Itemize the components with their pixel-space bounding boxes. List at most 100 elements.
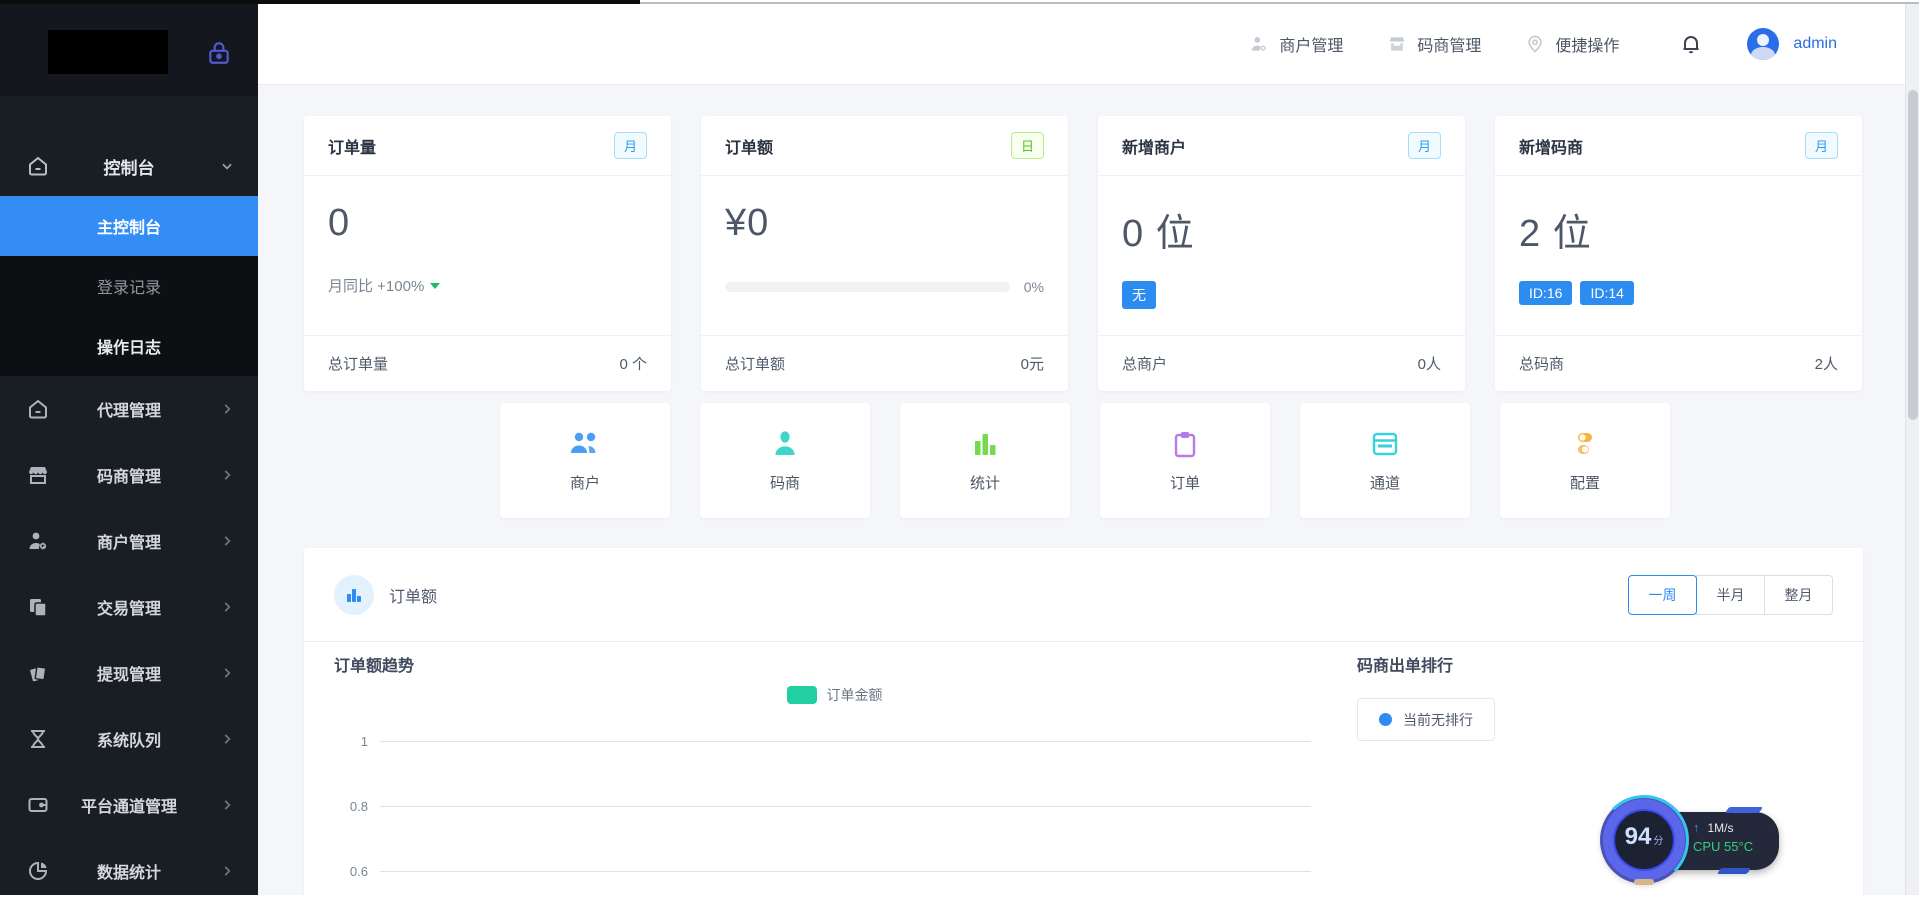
sidebar-subitem-operation-logs[interactable]: 操作日志 xyxy=(0,316,258,376)
footer-value: 0元 xyxy=(1020,355,1044,373)
chart-legend: 订单金额 xyxy=(334,685,1335,705)
legend-label: 订单金额 xyxy=(826,687,883,703)
sidebar-item-system-queue[interactable]: 系统队列 xyxy=(0,706,258,772)
trend-caret-icon xyxy=(430,282,441,289)
y-axis-tick: 0.8 xyxy=(349,799,368,814)
sidebar: 控制台 主控制台 登录记录 操作日志 代理管理 码商管理 xyxy=(0,4,258,895)
channel-card-icon xyxy=(1369,429,1401,459)
gridline xyxy=(380,806,1311,807)
sidebar-item-platform-channel-mgmt[interactable]: 平台通道管理 xyxy=(0,772,258,838)
shortcut-statistics[interactable]: 统计 xyxy=(900,403,1070,518)
code-merchant-ranking: 码商出单排行 当前无排行 xyxy=(1335,652,1833,895)
sidebar-item-data-statistics[interactable]: 数据统计 xyxy=(0,838,258,904)
header-nav-code-merchant-mgmt[interactable]: 码商管理 xyxy=(1387,32,1481,56)
app-logo xyxy=(48,30,168,74)
top-hairline xyxy=(0,2,1919,4)
card-title: 新增商户 xyxy=(1122,139,1187,157)
order-amount-chart: 订单额趋势 订单金额 1 0.8 0.6 xyxy=(334,652,1335,895)
header-nav-label: 码商管理 xyxy=(1417,38,1482,55)
shortcut-code-merchant[interactable]: 码商 xyxy=(700,403,870,518)
pie-chart-icon xyxy=(26,859,50,883)
vertical-scrollbar[interactable] xyxy=(1905,4,1919,895)
legend-swatch[interactable] xyxy=(786,686,817,704)
trend-text: 月同比 +100% xyxy=(328,278,425,295)
sidebar-subitem-main-console[interactable]: 主控制台 xyxy=(0,196,258,256)
top-header: 商户管理 码商管理 便捷操作 admin xyxy=(258,4,1905,85)
sidebar-item-trade-mgmt[interactable]: 交易管理 xyxy=(0,574,258,640)
chevron-right-icon xyxy=(220,534,234,548)
sidebar-item-withdraw-mgmt[interactable]: 提现管理 xyxy=(0,640,258,706)
shortcut-orders[interactable]: 订单 xyxy=(1100,403,1270,518)
shortcut-label: 配置 xyxy=(1569,474,1600,492)
banknotes-icon xyxy=(26,661,50,685)
shortcut-channels[interactable]: 通道 xyxy=(1300,403,1470,518)
id-tag: ID:14 xyxy=(1580,281,1634,305)
footer-value: 0 个 xyxy=(619,355,647,373)
header-nav-quick-actions[interactable]: 便捷操作 xyxy=(1525,32,1619,56)
range-button-group: 一周 半月 整月 xyxy=(1628,574,1833,615)
gridline xyxy=(380,871,1311,872)
period-badge: 月 xyxy=(1804,132,1838,159)
subitem-label: 登录记录 xyxy=(96,280,161,297)
chart-title: 订单额趋势 xyxy=(334,658,415,675)
range-button-week[interactable]: 一周 xyxy=(1628,574,1697,615)
footer-label: 总订单量 xyxy=(328,355,389,373)
chevron-right-icon xyxy=(220,732,234,746)
y-axis-tick: 1 xyxy=(360,734,368,749)
stat-cards-row: 订单量 月 0 月同比 +100% 总订单量 0 个 订单额 日 xyxy=(304,116,1905,391)
stat-card-new-merchants: 新增商户 月 0 位 无 总商户 0人 xyxy=(1098,116,1465,391)
sidebar-item-merchant-mgmt[interactable]: 商户管理 xyxy=(0,508,258,574)
chevron-right-icon xyxy=(220,468,234,482)
shortcut-label: 订单 xyxy=(1169,474,1200,492)
upload-arrow-icon: ↑ xyxy=(1693,820,1700,835)
range-button-half-month[interactable]: 半月 xyxy=(1696,574,1765,615)
user-menu[interactable]: admin xyxy=(1747,28,1837,60)
ranking-title: 码商出单排行 xyxy=(1357,658,1454,675)
card-value: 0 xyxy=(328,202,351,244)
shortcut-merchant[interactable]: 商户 xyxy=(500,403,670,518)
home-icon xyxy=(26,154,50,178)
sidebar-subitem-login-records[interactable]: 登录记录 xyxy=(0,256,258,316)
sidebar-item-label: 平台通道管理 xyxy=(80,799,177,816)
score-gauge[interactable]: 94 分 xyxy=(1599,795,1689,885)
notifications-bell-icon[interactable] xyxy=(1679,32,1703,56)
subitem-label: 主控制台 xyxy=(96,220,161,237)
chart-grid: 1 0.8 0.6 xyxy=(334,734,1335,895)
sidebar-item-console[interactable]: 控制台 xyxy=(0,136,258,196)
lock-icon[interactable] xyxy=(206,40,232,66)
documents-icon xyxy=(26,595,50,619)
scrollbar-thumb[interactable] xyxy=(1908,90,1918,420)
performance-widget[interactable]: ↑ 1M/s CPU 55°C 94 分 xyxy=(1599,795,1783,885)
sidebar-logo-area xyxy=(0,4,258,96)
users-icon xyxy=(568,429,602,459)
status-tag: 无 xyxy=(1122,281,1156,309)
user-gear-icon xyxy=(26,529,50,553)
sidebar-item-label: 系统队列 xyxy=(96,733,161,750)
store-icon xyxy=(26,463,50,487)
gauge-score-unit: 分 xyxy=(1653,836,1664,847)
sidebar-item-label: 商户管理 xyxy=(96,535,161,552)
sidebar-item-code-merchant-mgmt[interactable]: 码商管理 xyxy=(0,442,258,508)
panel-title: 订单额 xyxy=(389,588,438,606)
period-badge: 月 xyxy=(613,132,647,159)
chevron-right-icon xyxy=(220,798,234,812)
header-nav-merchant-mgmt[interactable]: 商户管理 xyxy=(1249,32,1343,56)
shortcut-config[interactable]: 配置 xyxy=(1500,403,1670,518)
sidebar-item-agent-mgmt[interactable]: 代理管理 xyxy=(0,376,258,442)
bar-chart-icon xyxy=(334,574,374,615)
gauge-score: 94 xyxy=(1624,823,1652,850)
stat-card-order-count: 订单量 月 0 月同比 +100% 总订单量 0 个 xyxy=(304,116,671,391)
range-button-month[interactable]: 整月 xyxy=(1764,574,1833,615)
id-tag: ID:16 xyxy=(1519,281,1573,305)
header-nav-label: 商户管理 xyxy=(1279,38,1344,55)
stat-card-order-amount: 订单额 日 ¥0 0% 总订单额 0元 xyxy=(701,116,1068,391)
chevron-right-icon xyxy=(220,600,234,614)
rank-dot-icon xyxy=(1379,713,1392,726)
cpu-temperature: CPU 55°C xyxy=(1693,839,1754,854)
shortcut-label: 码商 xyxy=(769,474,800,492)
gauge-notch xyxy=(1634,879,1654,885)
y-axis-tick: 0.6 xyxy=(349,864,368,879)
chevron-down-icon xyxy=(220,159,234,173)
sliders-icon xyxy=(1570,429,1600,459)
sidebar-item-label: 码商管理 xyxy=(96,469,161,486)
